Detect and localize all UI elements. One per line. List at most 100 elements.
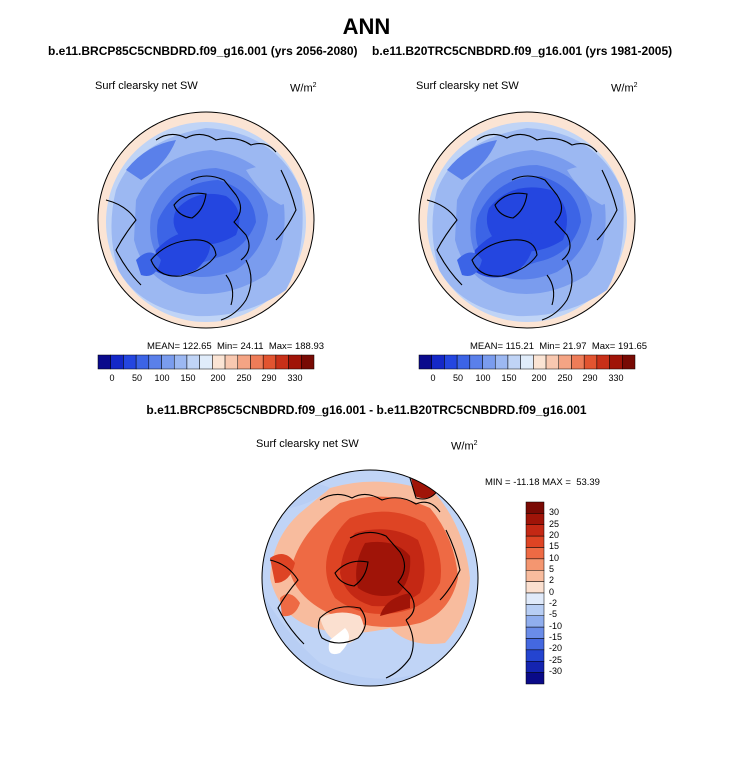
panel1-colorbar-tick: 290 — [261, 373, 277, 383]
colorbar-swatch — [525, 649, 545, 662]
panel3-colorbar-tick: -10 — [549, 621, 563, 631]
panel2-colorbar-tick: 50 — [452, 373, 463, 383]
panel3-colorbar-tick: -2 — [549, 598, 558, 608]
colorbar-swatch — [494, 354, 509, 370]
colorbar-swatch — [262, 354, 277, 370]
panel2-colorbar — [418, 354, 636, 370]
panel2-colorbar-tick: 200 — [531, 373, 547, 383]
panel3-polar-map — [261, 469, 479, 687]
colorbar-swatch — [525, 672, 545, 685]
panel2-variable-label: Surf clearsky net SW — [416, 80, 519, 92]
colorbar-swatch — [288, 354, 302, 370]
panel2-title: b.e11.B20TRC5CNBDRD.f09_g16.001 (yrs 198… — [372, 44, 673, 58]
panel3-variable-label: Surf clearsky net SW — [256, 438, 359, 450]
panel1-colorbar-tick: 150 — [180, 373, 196, 383]
panel1-variable-label: Surf clearsky net SW — [95, 80, 198, 92]
colorbar-swatch — [275, 354, 289, 370]
panel3-colorbar-tick: 2 — [549, 575, 555, 585]
panel3-colorbar-tick: -20 — [549, 643, 563, 653]
colorbar-swatch — [525, 535, 545, 548]
panel1-title: b.e11.BRCP85C5CNBDRD.f09_g16.001 (yrs 20… — [48, 44, 358, 58]
panel3-colorbar-tick: -15 — [549, 632, 563, 642]
colorbar-swatch — [148, 354, 162, 370]
panel3-colorbar-tick: -5 — [549, 609, 558, 619]
panel3-colorbar-tick: 0 — [549, 587, 555, 597]
colorbar-swatch — [301, 354, 315, 370]
panel2-colorbar-tick: 150 — [501, 373, 517, 383]
colorbar-swatch — [431, 354, 445, 370]
panel3-colorbar-tick: -30 — [549, 666, 563, 676]
panel3-colorbar-tick: 20 — [549, 530, 560, 540]
panel1-colorbar-tick: 100 — [154, 373, 170, 383]
colorbar-swatch — [237, 354, 251, 370]
colorbar-swatch — [583, 354, 598, 370]
colorbar-swatch — [199, 354, 213, 370]
panel1-colorbar-tick: 250 — [236, 373, 252, 383]
colorbar-swatch — [520, 354, 534, 370]
colorbar-swatch — [525, 547, 545, 560]
panel3-colorbar-tick: 25 — [549, 519, 560, 529]
colorbar-swatch — [418, 354, 432, 370]
colorbar-swatch — [525, 524, 545, 537]
colorbar-swatch — [444, 354, 458, 370]
colorbar-swatch — [456, 354, 471, 370]
colorbar-swatch — [609, 354, 623, 370]
colorbar-swatch — [558, 354, 572, 370]
colorbar-swatch — [525, 501, 545, 514]
colorbar-swatch — [97, 354, 111, 370]
colorbar-swatch — [525, 615, 545, 628]
colorbar-swatch — [525, 558, 545, 571]
panel1-colorbar-tick: 50 — [131, 373, 142, 383]
panel3-colorbar-tick: 15 — [549, 541, 560, 551]
panel2-stats: MEAN= 115.21 Min= 21.97 Max= 191.65 — [470, 341, 648, 352]
colorbar-swatch — [186, 354, 200, 370]
colorbar-swatch — [525, 638, 545, 651]
colorbar-swatch — [525, 592, 545, 605]
colorbar-swatch — [622, 354, 636, 370]
colorbar-swatch — [110, 354, 124, 370]
colorbar-swatch — [135, 354, 150, 370]
panel2-colorbar-tick: 0 — [430, 373, 436, 383]
colorbar-swatch — [525, 513, 545, 525]
page-title: ANN — [342, 14, 391, 39]
colorbar-swatch — [250, 354, 264, 370]
panel1-colorbar-tick: 200 — [210, 373, 226, 383]
panel3-title: b.e11.BRCP85C5CNBDRD.f09_g16.001 - b.e11… — [146, 403, 587, 417]
panel3-colorbar-tick: 30 — [549, 507, 560, 517]
panel2-colorbar-tick: 330 — [608, 373, 624, 383]
panel2-colorbar-tick: 250 — [557, 373, 573, 383]
colorbar-swatch — [571, 354, 585, 370]
colorbar-swatch — [533, 354, 547, 370]
panel1-polar-map — [97, 111, 315, 329]
panel3-units-label: W/m2 — [451, 440, 478, 453]
panel3-colorbar — [525, 501, 545, 685]
colorbar-swatch — [525, 581, 545, 594]
colorbar-swatch — [525, 570, 545, 582]
colorbar-swatch — [525, 626, 545, 639]
panel2-polar-map — [418, 111, 636, 329]
colorbar-swatch — [224, 354, 239, 370]
panel1-units-label: W/m2 — [290, 82, 317, 95]
colorbar-swatch — [507, 354, 521, 370]
colorbar-swatch — [469, 354, 483, 370]
colorbar-swatch — [596, 354, 610, 370]
panel1-stats: MEAN= 122.65 Min= 24.11 Max= 188.93 — [147, 341, 325, 352]
panel3-colorbar-tick: 10 — [549, 553, 560, 563]
colorbar-swatch — [161, 354, 175, 370]
panel3-stats: MIN = -11.18 MAX = 53.39 — [485, 477, 600, 488]
colorbar-swatch — [482, 354, 496, 370]
panel1-colorbar-tick: 330 — [287, 373, 303, 383]
panel3-colorbar-tick: 5 — [549, 564, 555, 574]
colorbar-swatch — [123, 354, 137, 370]
colorbar-swatch — [525, 661, 545, 673]
panel1-colorbar — [97, 354, 315, 370]
panel2-units-label: W/m2 — [611, 82, 638, 95]
colorbar-swatch — [212, 354, 226, 370]
colorbar-swatch — [545, 354, 560, 370]
panel3-colorbar-tick: -25 — [549, 655, 563, 665]
panel2-colorbar-tick: 100 — [475, 373, 491, 383]
colorbar-swatch — [525, 604, 545, 616]
colorbar-swatch — [173, 354, 188, 370]
panel2-colorbar-tick: 290 — [582, 373, 598, 383]
panel1-colorbar-tick: 0 — [109, 373, 115, 383]
